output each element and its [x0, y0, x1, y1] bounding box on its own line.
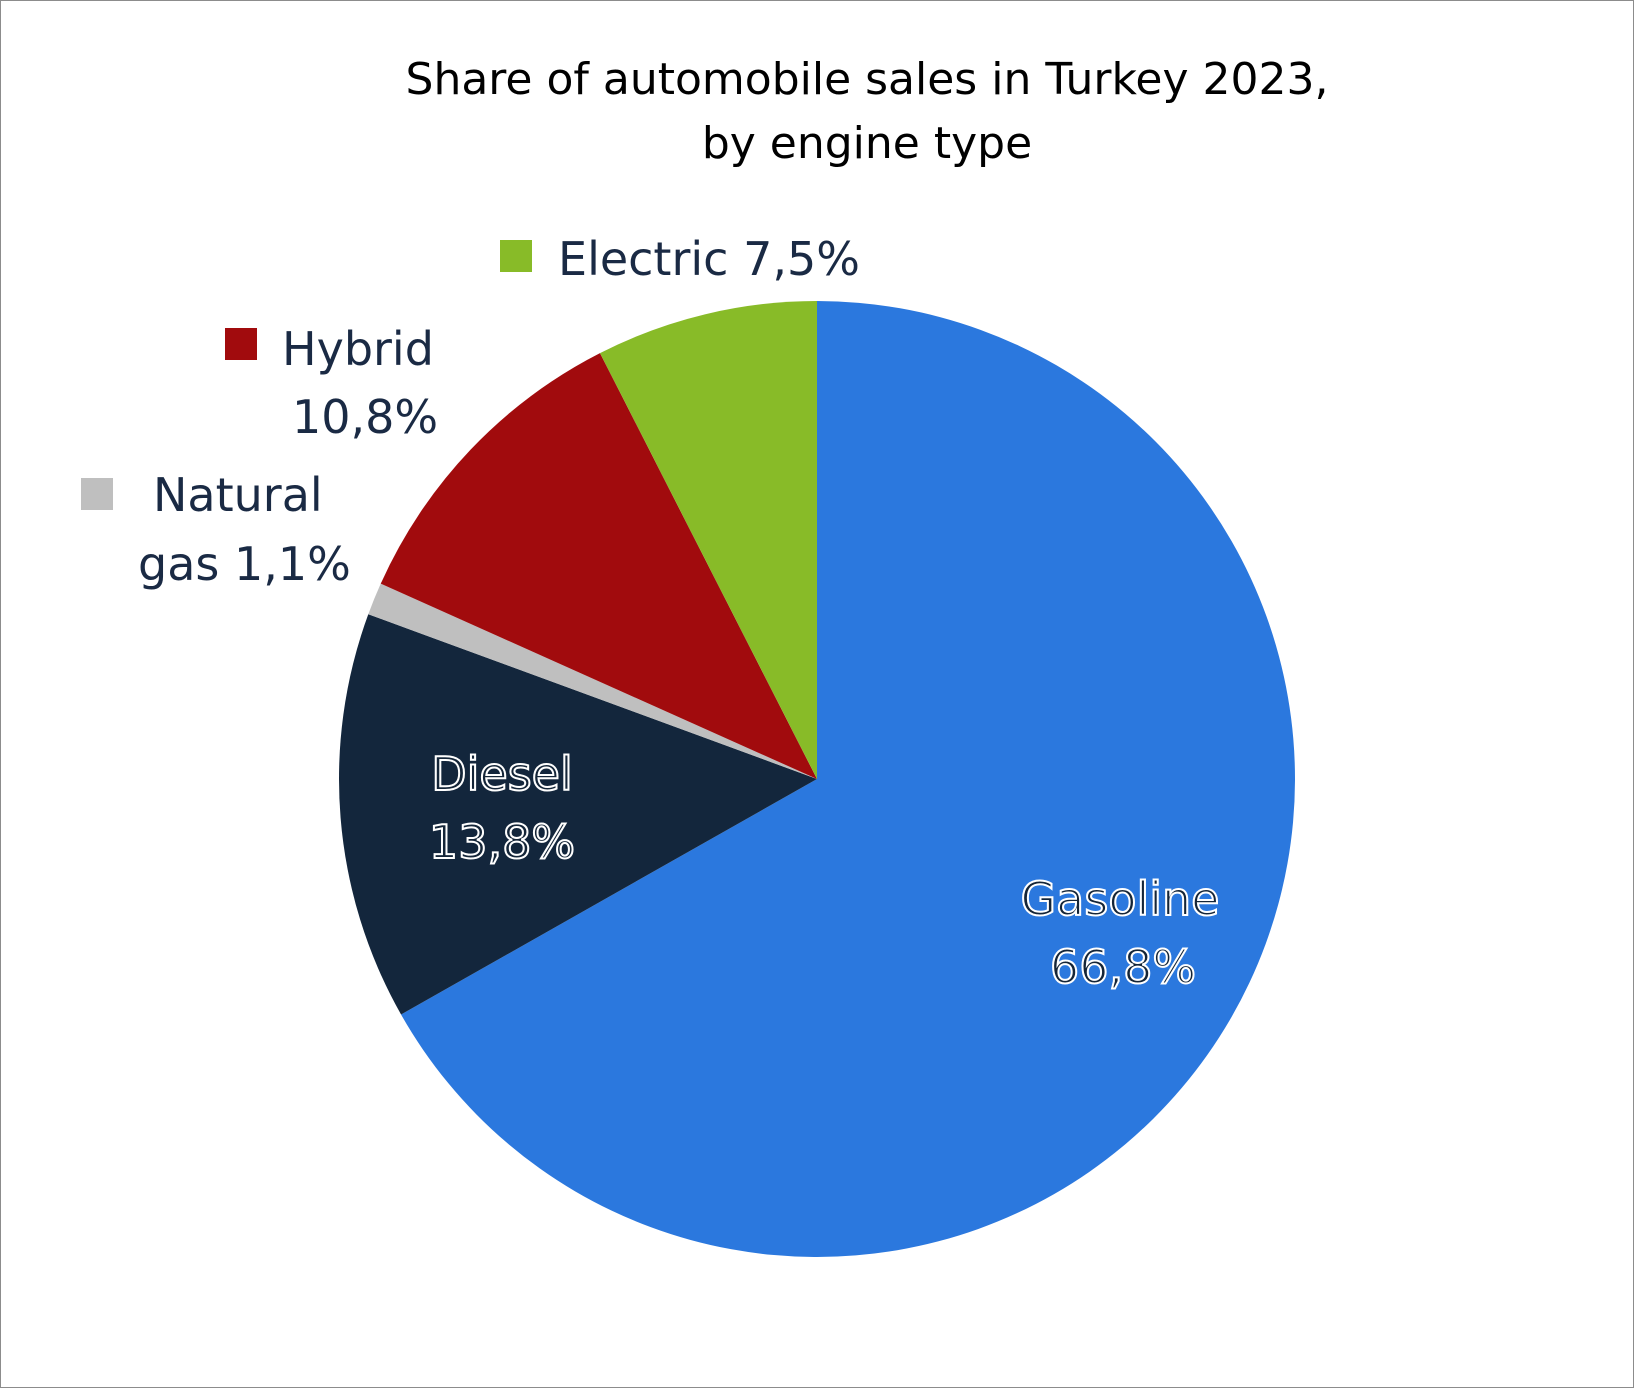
gasoline-value-label: 66,8% — [1050, 940, 1196, 994]
hybrid-name-label: Hybrid — [282, 322, 434, 376]
natural-gas-value-label: gas 1,1% — [138, 537, 351, 591]
pie-slice-gasoline — [401, 301, 1295, 1257]
hybrid-value-label: 10,8% — [292, 390, 438, 444]
pie-slice-naturalgas — [368, 583, 817, 779]
pie-slice-electric — [599, 301, 817, 779]
diesel-value-label: 13,8% — [429, 815, 575, 869]
chart-title-line2: by engine type — [701, 118, 1033, 169]
diesel-name-label: Diesel — [431, 747, 573, 801]
electric-label: Electric 7,5% — [558, 232, 860, 286]
pie-slice-hybrid — [380, 353, 817, 779]
natural-gas-name-label: Natural — [153, 468, 323, 522]
pie-slices — [339, 301, 1295, 1257]
electric-legend-key — [500, 240, 532, 272]
gasoline-name-label: Gasoline — [1021, 872, 1220, 926]
natural-gas-legend-key — [81, 478, 113, 510]
chart-title-line1: Share of automobile sales in Turkey 2023… — [405, 54, 1329, 105]
hybrid-legend-key — [225, 328, 257, 360]
pie-slice-diesel — [339, 614, 817, 1015]
